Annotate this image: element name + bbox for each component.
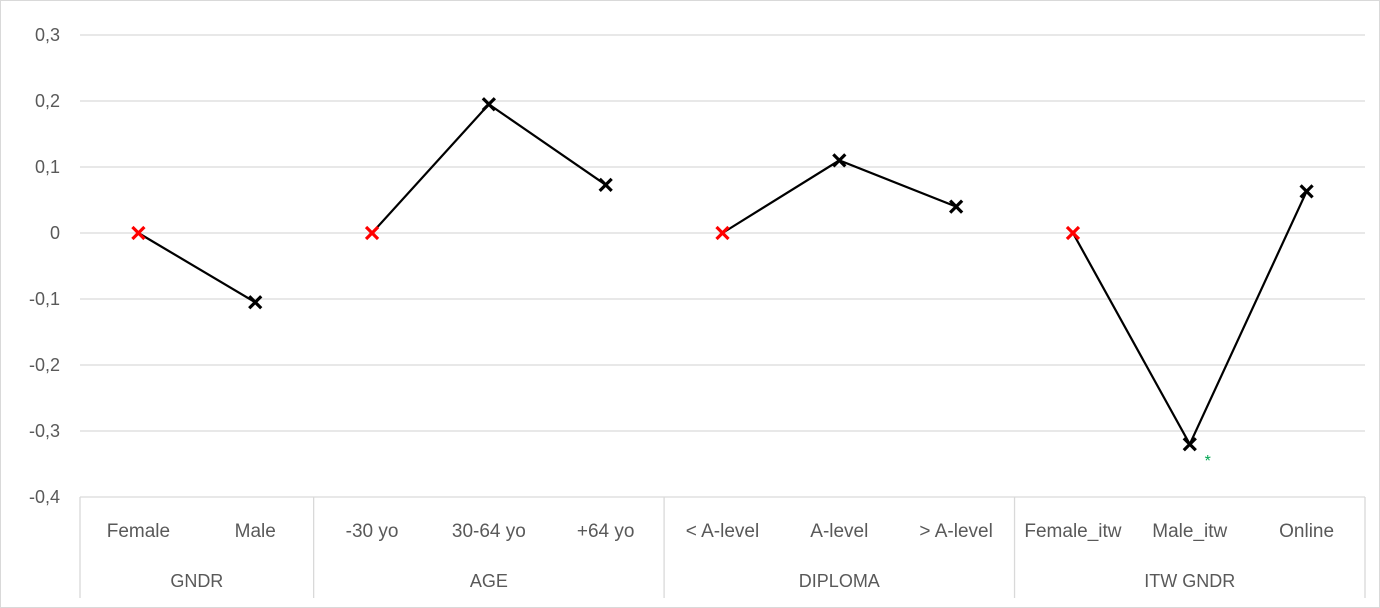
y-tick-label: 0,1 — [35, 157, 60, 177]
group-label: GNDR — [170, 571, 223, 591]
y-tick-label: -0,3 — [29, 421, 60, 441]
category-label: > A-level — [919, 521, 992, 542]
y-tick-label: -0,4 — [29, 487, 60, 507]
series-line — [721, 159, 957, 234]
category-label: Male_itw — [1152, 521, 1227, 542]
data-point — [949, 199, 964, 214]
category-label: Female — [107, 521, 170, 542]
category-label: Female_itw — [1024, 521, 1121, 542]
series-line — [1071, 190, 1308, 447]
reference-point — [364, 225, 380, 241]
y-tick-label: 0,3 — [35, 25, 60, 45]
category-label: Male — [235, 521, 276, 542]
data-point — [481, 97, 496, 112]
data-point — [832, 153, 847, 168]
data-point — [248, 295, 263, 310]
category-label: < A-level — [686, 521, 759, 542]
data-point — [1182, 437, 1197, 452]
y-tick-label: 0,2 — [35, 91, 60, 111]
category-label: -30 yo — [346, 521, 399, 542]
group-label: ITW GNDR — [1144, 571, 1235, 591]
data-point — [1299, 184, 1314, 199]
reference-point — [1065, 225, 1081, 241]
reference-point — [715, 225, 730, 241]
category-label: 30-64 yo — [452, 521, 526, 542]
significance-annotation: * — [1205, 453, 1211, 470]
category-label: +64 yo — [577, 521, 635, 542]
y-tick-label: -0,1 — [29, 289, 60, 309]
y-tick-label: 0 — [50, 223, 60, 243]
series-line — [137, 232, 256, 304]
y-tick-label: -0,2 — [29, 355, 60, 375]
category-label: A-level — [810, 521, 868, 542]
reference-point — [131, 225, 146, 241]
category-label: Online — [1279, 521, 1334, 542]
group-label: DIPLOMA — [799, 571, 880, 591]
data-point — [598, 177, 613, 192]
group-label: AGE — [470, 571, 508, 591]
series-line — [371, 102, 607, 234]
